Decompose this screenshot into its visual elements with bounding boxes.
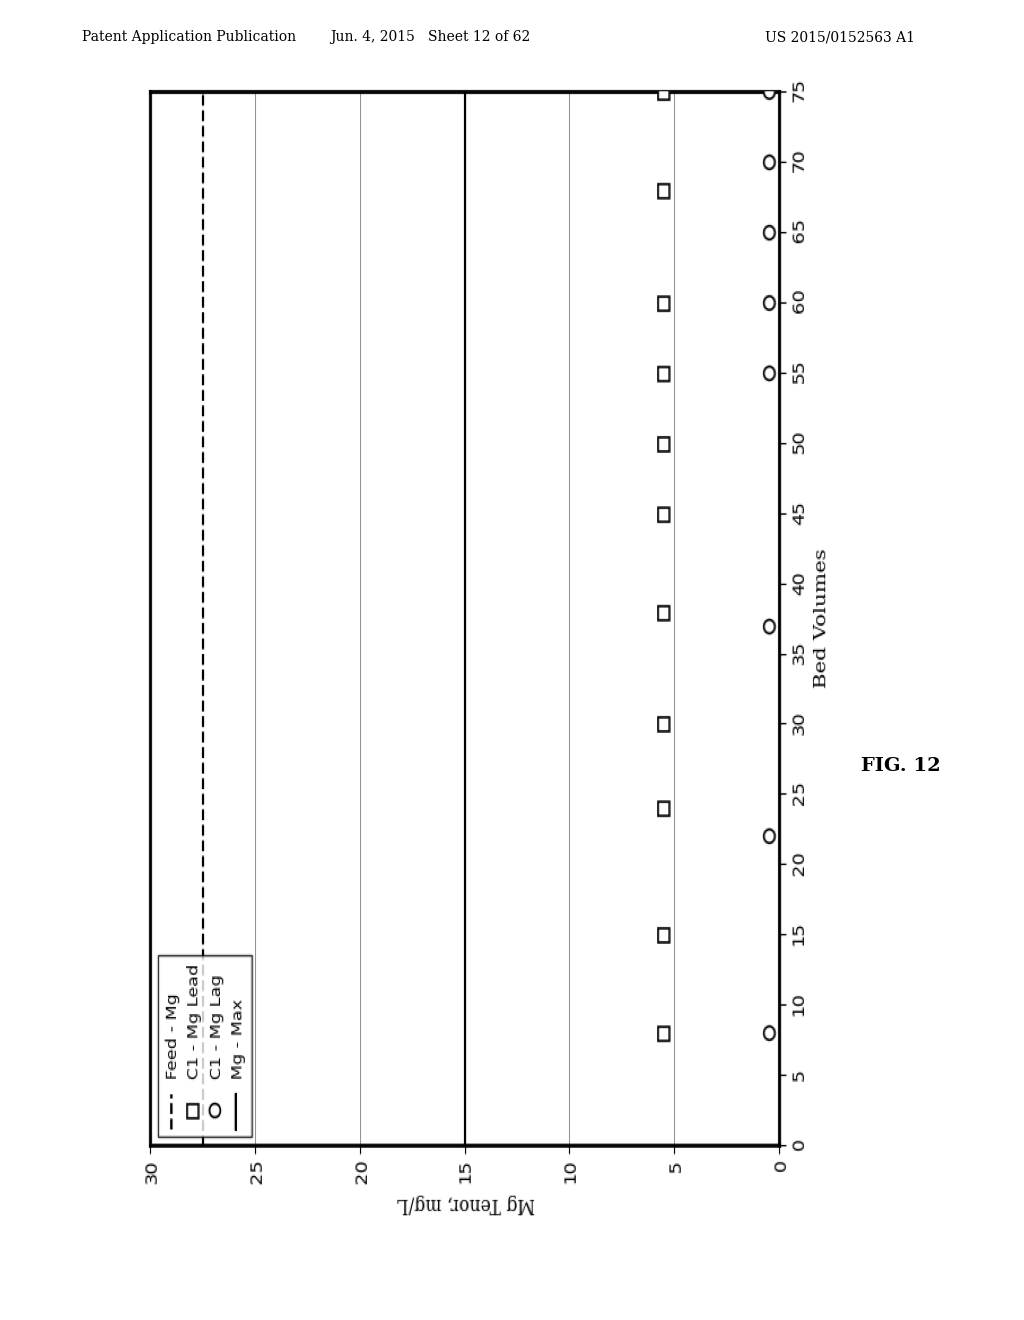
Text: Jun. 4, 2015   Sheet 12 of 62: Jun. 4, 2015 Sheet 12 of 62	[330, 30, 530, 45]
Text: US 2015/0152563 A1: US 2015/0152563 A1	[765, 30, 914, 45]
Text: Patent Application Publication: Patent Application Publication	[82, 30, 296, 45]
Text: FIG. 12: FIG. 12	[861, 756, 941, 775]
